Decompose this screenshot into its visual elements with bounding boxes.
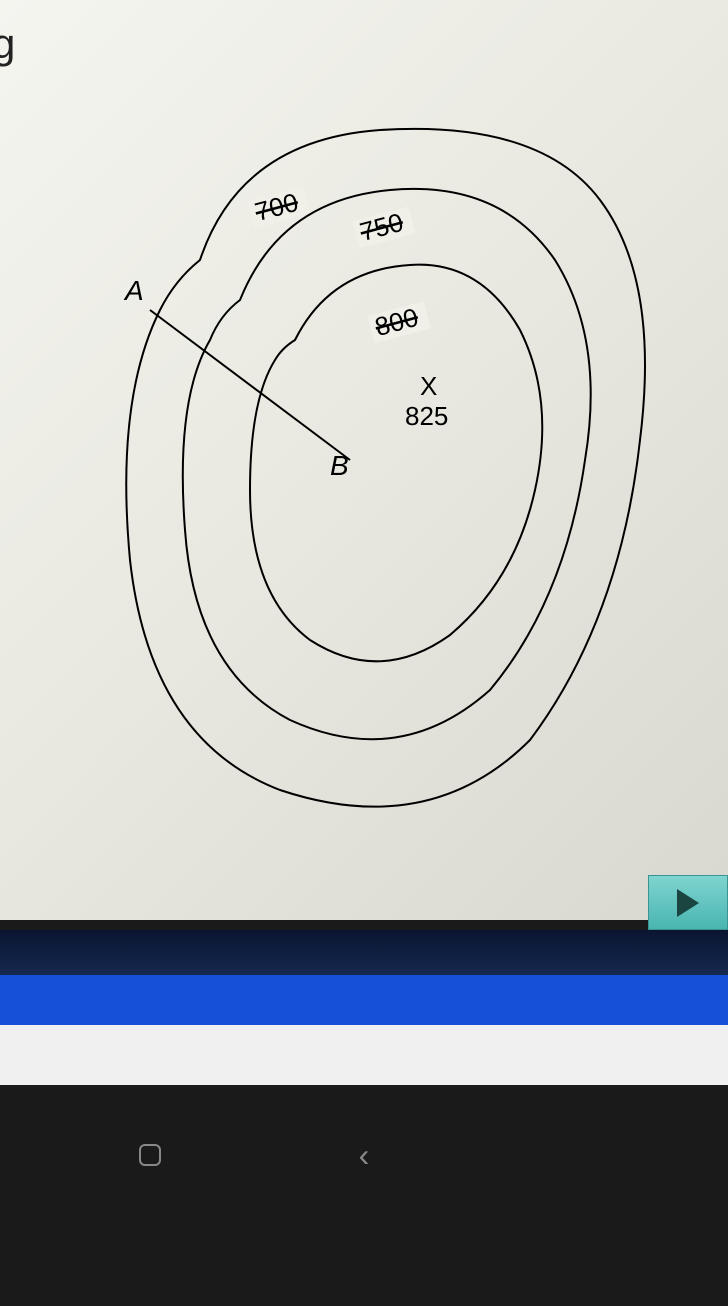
bar-dark	[0, 930, 728, 975]
contour-label: 750	[357, 207, 407, 247]
play-button[interactable]	[648, 875, 728, 930]
contour-label: 700	[252, 187, 302, 227]
play-icon	[677, 889, 699, 917]
peak-value: 825	[405, 401, 448, 431]
line-ab	[150, 310, 350, 460]
bar-blue	[0, 975, 728, 1025]
peak-symbol: X	[420, 371, 437, 401]
point-label-b: B	[330, 450, 349, 481]
content-area: g 700750800 AB X825	[0, 0, 728, 920]
contour-label: 800	[372, 302, 422, 342]
contour-line	[183, 189, 591, 739]
recent-apps-icon[interactable]	[139, 1144, 161, 1166]
bar-white	[0, 1025, 728, 1085]
back-icon[interactable]: ‹	[359, 1137, 370, 1174]
contour-diagram: 700 750 800 A B X825	[0, 0, 728, 920]
point-label-a: A	[123, 275, 144, 306]
nav-bar: ‹	[0, 1120, 728, 1190]
